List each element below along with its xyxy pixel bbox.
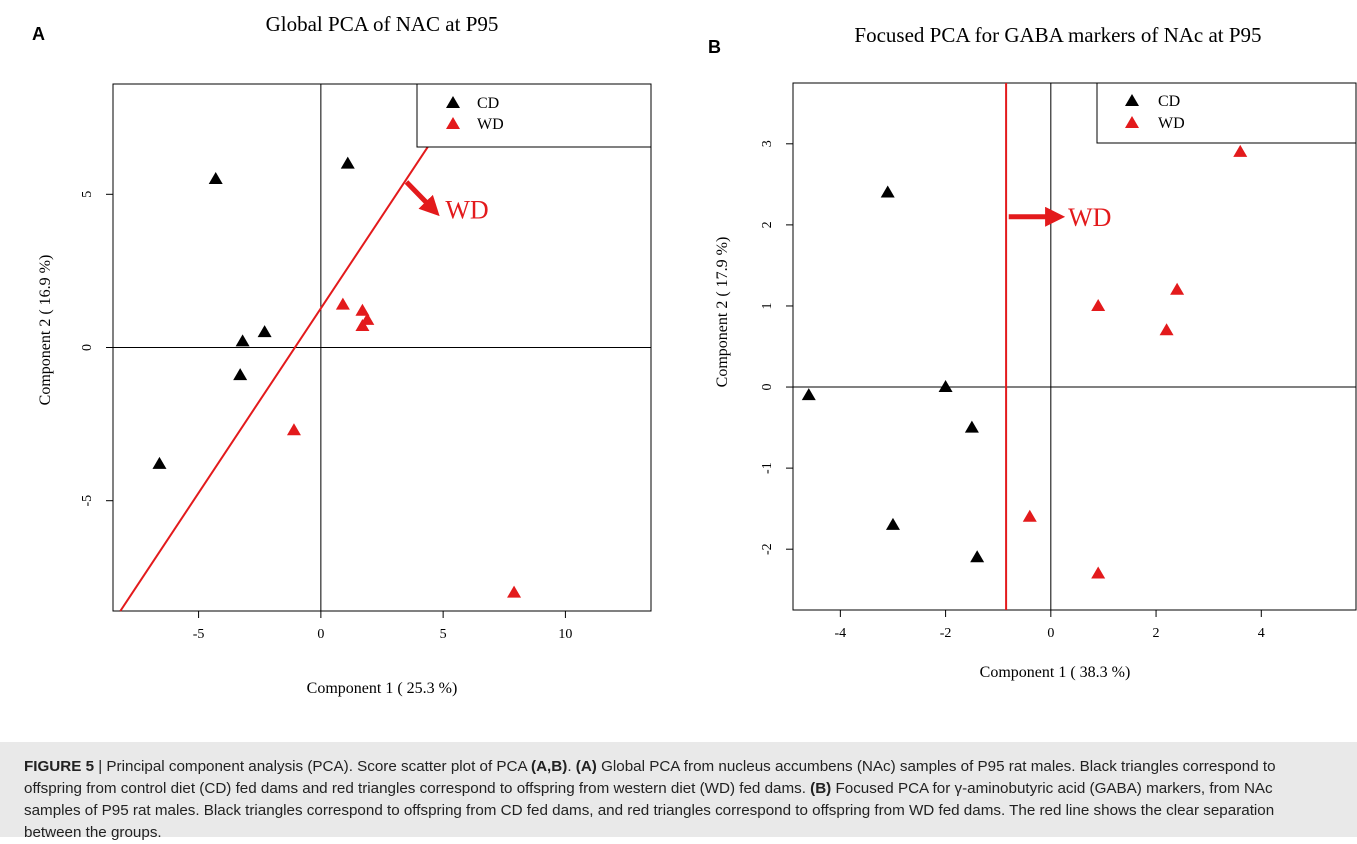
panel-b-y-axis-label: Component 2 ( 17.9 %) — [714, 237, 731, 388]
panel-a-y-tick-label: 5 — [80, 191, 95, 198]
figure-caption: FIGURE 5 | Principal component analysis … — [0, 742, 1357, 841]
panel-b-annotation: WD — [1008, 203, 1111, 232]
panel-a-x-tick-label: 5 — [440, 627, 447, 642]
panel-b-plot-frame — [792, 82, 1357, 611]
panel-b-letter: B — [708, 37, 721, 57]
panel-b-point-cd — [885, 517, 900, 530]
caption-part: Global PCA from nucleus accumbens (NAc) … — [24, 758, 1276, 797]
panel-b-point-cd — [880, 185, 895, 198]
panel-b-point-cd — [801, 388, 816, 401]
panel-a-separation-line — [119, 141, 432, 612]
panel-b-point-wd — [1091, 566, 1106, 579]
panel-a-legend-label-cd: CD — [477, 95, 499, 112]
panel-b-legend-marker-cd — [1125, 94, 1139, 106]
panel-b-y-tick-label: -2 — [760, 543, 775, 555]
caption-part: (A,B) — [531, 758, 568, 775]
panel-b-chart: B Focused PCA for GABA markers of NAc at… — [708, 23, 1357, 681]
panel-b-point-wd — [1022, 509, 1037, 522]
panel-b-point-wd — [1170, 282, 1185, 295]
panel-a-legend-label-wd: WD — [477, 116, 504, 133]
panel-a-point-wd — [286, 423, 301, 436]
panel-b-point-wd — [1159, 323, 1174, 336]
panel-b-zero-lines — [793, 83, 1356, 610]
panel-a-legend-box — [416, 83, 652, 148]
caption-part: . — [567, 758, 576, 775]
panel-b-point-cd — [970, 550, 985, 563]
panel-a-x-tick-label: -5 — [193, 627, 205, 642]
panel-b-legend-marker-wd — [1125, 116, 1139, 128]
panel-a-point-cd — [257, 325, 272, 338]
panel-b-x-tick-label: 2 — [1153, 626, 1160, 641]
panel-a-legend-marker-wd — [446, 117, 460, 129]
panel-b-point-cd — [938, 380, 953, 393]
caption-body: | Principal component analysis (PCA). Sc… — [24, 758, 1276, 841]
panel-a-y-axis-label: Component 2 ( 16.9 %) — [37, 255, 54, 406]
panel-a-zero-lines — [113, 84, 651, 611]
panel-b-y-tick-label: 0 — [760, 384, 775, 391]
caption-part: (A) — [575, 758, 597, 775]
caption-part: | Principal component analysis (PCA). Sc… — [94, 758, 532, 775]
panel-b-point-cd — [964, 420, 979, 433]
panel-a-point-wd — [355, 319, 370, 332]
panel-a-separation-line — [119, 141, 432, 612]
caption-figure-label: FIGURE 5 — [24, 758, 95, 775]
panel-b-y-tick-label: 3 — [760, 140, 775, 147]
panel-a-x-tick-label: 0 — [317, 627, 324, 642]
panel-a-annotation-label: WD — [445, 196, 488, 225]
panel-a-point-cd — [340, 156, 355, 169]
panel-a-annotation-arrow — [404, 180, 440, 217]
caption-text: FIGURE 5 | Principal component analysis … — [24, 756, 1333, 844]
panel-b-x-tick-label: 0 — [1047, 626, 1054, 641]
panel-b-x-tick-label: -4 — [835, 626, 847, 641]
panel-b-legend-label-wd: WD — [1158, 115, 1185, 132]
panel-b-y-tick-label: -1 — [760, 462, 775, 474]
panel-a-point-wd — [335, 297, 350, 310]
panel-b-x-tick-label: 4 — [1258, 626, 1265, 641]
panel-b-point-wd — [1233, 144, 1248, 157]
panel-a-y-tick-label: -5 — [80, 495, 95, 507]
panel-b-point-wd — [1091, 298, 1106, 311]
panel-a-title: Global PCA of NAC at P95 — [266, 12, 499, 36]
panel-b-axes: -4 -2 0 2 4 -2 -1 0 1 2 3 — [760, 140, 1265, 641]
panel-a-x-axis-label: Component 1 ( 25.3 %) — [307, 680, 458, 697]
panel-b-points — [801, 144, 1248, 579]
panel-b-legend-box — [1096, 82, 1357, 144]
panel-a-annotation: WD — [404, 180, 489, 225]
panel-b-legend: CD WD — [1096, 82, 1357, 144]
panel-a-point-wd — [507, 585, 522, 598]
panel-b-annotation-label: WD — [1068, 203, 1111, 232]
panel-b-y-tick-label: 1 — [760, 302, 775, 309]
panel-b-y-tick-label: 2 — [760, 221, 775, 228]
panel-a-point-cd — [208, 171, 223, 184]
panel-a-x-tick-label: 10 — [558, 627, 572, 642]
panel-b-title: Focused PCA for GABA markers of NAc at P… — [854, 23, 1261, 47]
panel-a-axes: -5 0 5 10 -5 0 5 — [80, 191, 572, 642]
caption-part: (B) — [810, 780, 832, 797]
panel-a-y-tick-label: 0 — [80, 344, 95, 351]
panel-a-letter: A — [32, 24, 45, 44]
caption-part: Focused PCA for γ-aminobutyric acid (GAB… — [24, 780, 1275, 841]
panel-a-point-cd — [233, 368, 248, 381]
panel-a-point-cd — [152, 456, 167, 469]
panel-b-x-axis-label: Component 1 ( 38.3 %) — [980, 664, 1131, 681]
panel-a-points — [152, 156, 522, 598]
panel-a-legend: CD WD — [416, 83, 652, 148]
panel-a-legend-marker-cd — [446, 96, 460, 108]
panel-b-legend-label-cd: CD — [1158, 93, 1180, 110]
panel-a-point-cd — [235, 334, 250, 347]
panel-a-chart: A Global PCA of NAC at P95 -5 0 5 10 -5 0 5 CD… — [32, 12, 652, 697]
panel-a-point-wd — [355, 303, 370, 316]
panel-b-x-tick-label: -2 — [940, 626, 952, 641]
